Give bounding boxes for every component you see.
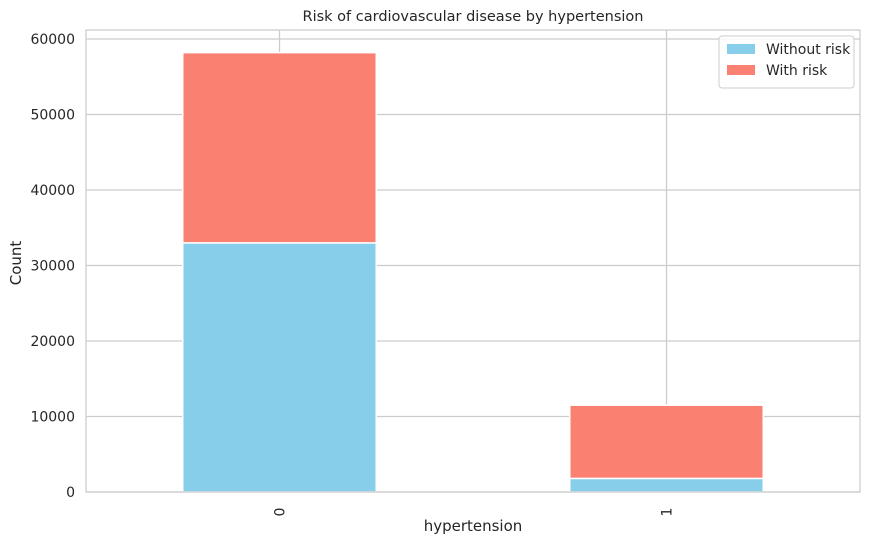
x-axis-label: hypertension: [424, 517, 523, 535]
legend-label: Without risk: [766, 42, 851, 58]
legend-label: With risk: [766, 63, 828, 79]
y-tick-label: 40000: [30, 183, 75, 199]
plot-frame: [85, 29, 861, 493]
y-tick-label: 20000: [30, 334, 75, 350]
y-tick-labels: 0 10000 20000 30000 40000 50000 60000: [30, 32, 75, 501]
y-axis-label: Count: [7, 241, 25, 286]
bars: [182, 51, 764, 493]
bar-segment-without-risk-0: [182, 242, 377, 493]
y-tick-label: 0: [66, 485, 75, 501]
x-tick-label: 0: [273, 508, 289, 517]
y-tick-label: 50000: [30, 108, 75, 124]
y-tick-label: 30000: [30, 259, 75, 275]
chart-title: Risk of cardiovascular disease by hypert…: [303, 9, 644, 25]
y-tick-label: 10000: [30, 410, 75, 426]
bar-segment-with-risk-1: [569, 404, 764, 480]
bar-segment-with-risk-0: [182, 51, 377, 244]
y-tick-label: 60000: [30, 32, 75, 48]
legend: Without risk With risk: [718, 35, 855, 89]
legend-swatch: [727, 65, 755, 75]
x-tick-label: 1: [660, 508, 676, 517]
legend-swatch: [727, 44, 755, 54]
bar-segment-without-risk-1: [569, 477, 764, 493]
